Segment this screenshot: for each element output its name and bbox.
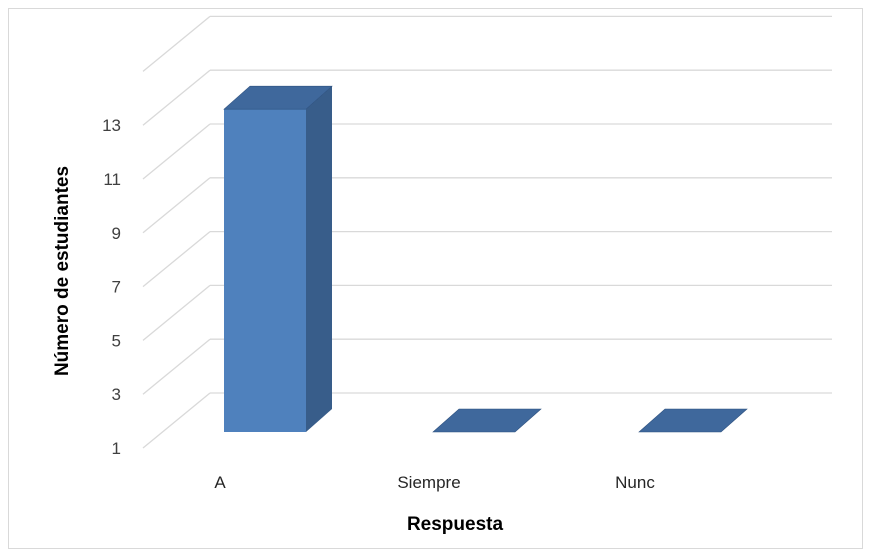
gridline-diagonal	[142, 231, 211, 288]
bar-top	[223, 85, 333, 110]
x-tick-label: Siempre	[397, 473, 460, 492]
y-tick-label: 1	[112, 439, 121, 458]
gridline-diagonal	[142, 15, 211, 72]
x-tick-label: A	[214, 473, 226, 492]
y-axis-title: Número de estudiantes	[52, 166, 73, 376]
x-tick-labels: A Siempre Nunc	[214, 473, 655, 492]
bar-top	[432, 408, 542, 433]
gridline-diagonal	[142, 338, 211, 395]
bar-top	[638, 408, 748, 433]
y-tick-label: 11	[103, 170, 121, 189]
x-axis-title: Respuesta	[407, 514, 504, 535]
bars	[223, 85, 748, 433]
y-tick-label: 13	[102, 116, 121, 135]
x-tick-label: Nunc	[615, 473, 655, 492]
bar-side	[306, 86, 332, 432]
y-tick-label: 5	[112, 331, 121, 350]
y-tick-label: 7	[112, 278, 121, 297]
gridline-diagonal	[142, 392, 211, 449]
y-tick-label: 9	[112, 224, 121, 243]
chart-frame	[8, 8, 863, 549]
bar-front	[224, 109, 306, 432]
bar	[432, 408, 542, 433]
gridline-diagonal	[142, 123, 211, 180]
bar	[638, 408, 748, 433]
gridline-diagonal	[142, 284, 211, 341]
gridline-diagonal	[142, 177, 211, 234]
y-tick-label: 3	[112, 385, 121, 404]
bar	[223, 85, 333, 432]
gridline-diagonal	[142, 69, 211, 126]
